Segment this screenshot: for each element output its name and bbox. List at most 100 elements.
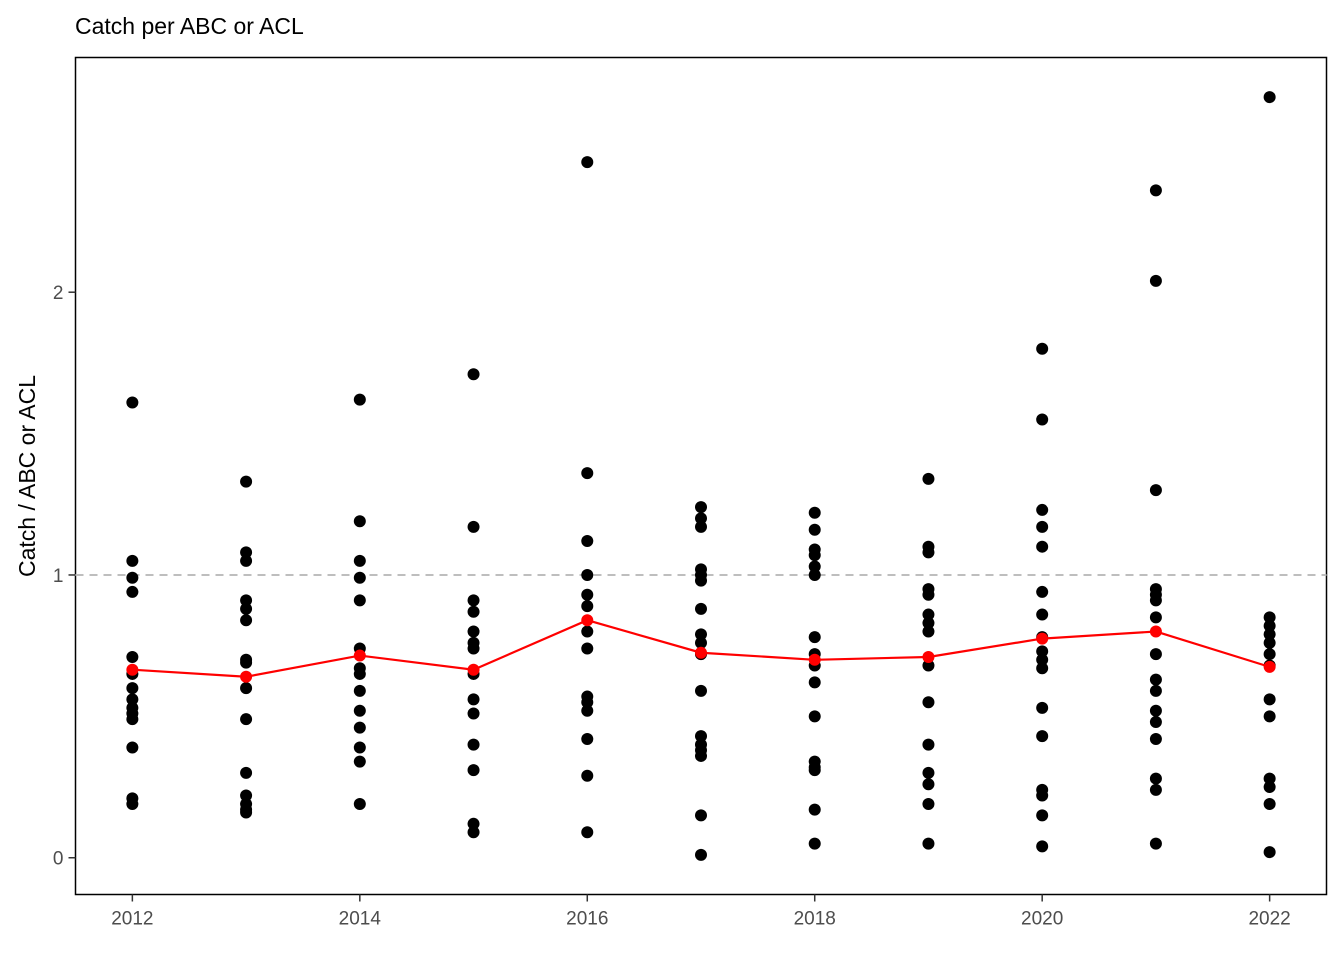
- data-point: [581, 467, 594, 480]
- data-point: [922, 837, 935, 850]
- data-point: [1149, 732, 1162, 745]
- data-point: [695, 730, 707, 743]
- mean-point: [467, 663, 480, 676]
- data-point: [1263, 798, 1276, 811]
- data-point: [353, 554, 366, 567]
- data-point: [467, 707, 480, 720]
- mean-point: [126, 663, 139, 676]
- data-point: [353, 704, 366, 717]
- data-point: [695, 628, 707, 641]
- data-point: [808, 676, 821, 689]
- data-point: [126, 693, 139, 706]
- data-point: [1036, 789, 1049, 802]
- data-point: [1149, 184, 1162, 197]
- data-point: [126, 650, 139, 663]
- data-point: [808, 764, 821, 777]
- data-point: [581, 600, 594, 613]
- data-point: [695, 809, 707, 822]
- data-point: [240, 789, 253, 802]
- data-point: [1263, 611, 1276, 624]
- data-point: [353, 755, 366, 768]
- data-point: [467, 625, 480, 638]
- plot-panel: [74, 56, 1328, 896]
- data-point: [922, 588, 935, 601]
- x-tick-label: 2018: [794, 909, 836, 930]
- data-point: [581, 156, 594, 169]
- data-point: [467, 764, 480, 777]
- data-point: [353, 721, 366, 734]
- data-point: [1149, 673, 1162, 686]
- mean-point: [1036, 632, 1049, 645]
- mean-line-layer: [126, 614, 1276, 683]
- data-point: [1036, 413, 1049, 426]
- data-point: [1263, 781, 1276, 794]
- data-point: [1036, 662, 1049, 675]
- data-point: [808, 506, 821, 519]
- data-point: [922, 778, 935, 791]
- data-point: [1263, 628, 1276, 641]
- data-point: [1149, 684, 1162, 697]
- data-point: [1036, 342, 1049, 355]
- data-point: [1036, 645, 1049, 658]
- y-tick-label: 0: [53, 849, 64, 870]
- data-point: [695, 501, 707, 514]
- x-tick-label: 2016: [566, 909, 608, 930]
- data-point: [922, 738, 935, 751]
- data-point: [240, 602, 253, 615]
- mean-point: [1149, 625, 1162, 638]
- data-point: [240, 766, 253, 779]
- data-point: [808, 549, 821, 562]
- y-axis-title: Catch / ABC or ACL: [14, 375, 40, 577]
- data-point: [695, 602, 707, 615]
- data-point: [1149, 648, 1162, 661]
- data-point: [581, 625, 594, 638]
- y-tick-label: 2: [53, 283, 64, 304]
- data-point: [808, 631, 821, 644]
- data-point: [1036, 540, 1049, 553]
- data-point: [581, 732, 594, 745]
- data-point: [808, 523, 821, 536]
- data-point: [126, 396, 139, 409]
- data-point: [467, 693, 480, 706]
- data-point: [353, 741, 366, 754]
- data-point: [808, 568, 821, 581]
- data-point: [240, 713, 253, 726]
- data-point: [467, 520, 480, 533]
- data-point: [922, 696, 935, 709]
- data-point: [353, 515, 366, 528]
- data-point: [1149, 704, 1162, 717]
- data-point: [1036, 840, 1049, 853]
- mean-point: [581, 614, 594, 627]
- data-point: [1149, 594, 1162, 607]
- mean-point: [922, 650, 935, 663]
- data-point: [240, 554, 253, 567]
- data-point: [922, 617, 935, 630]
- data-point: [1036, 653, 1049, 666]
- data-point: [467, 738, 480, 751]
- data-point: [922, 659, 935, 672]
- data-point: [808, 803, 821, 816]
- data-point: [922, 798, 935, 811]
- data-point: [922, 608, 935, 621]
- data-point: [467, 368, 480, 381]
- data-point: [353, 798, 366, 811]
- data-point: [1036, 585, 1049, 598]
- mean-point: [695, 646, 707, 659]
- data-point: [695, 512, 707, 525]
- data-point: [1263, 91, 1276, 104]
- data-point: [240, 594, 253, 607]
- data-point: [695, 520, 707, 533]
- data-point: [808, 710, 821, 723]
- data-point: [1263, 619, 1276, 632]
- data-point: [1263, 648, 1276, 661]
- data-point: [581, 588, 594, 601]
- data-point: [1036, 520, 1049, 533]
- data-point: [581, 642, 594, 655]
- data-point: [240, 682, 253, 695]
- data-point: [126, 713, 139, 726]
- mean-point: [353, 649, 366, 662]
- data-point: [1036, 730, 1049, 743]
- data-point: [1263, 693, 1276, 706]
- data-point: [353, 667, 366, 680]
- data-point: [581, 826, 594, 839]
